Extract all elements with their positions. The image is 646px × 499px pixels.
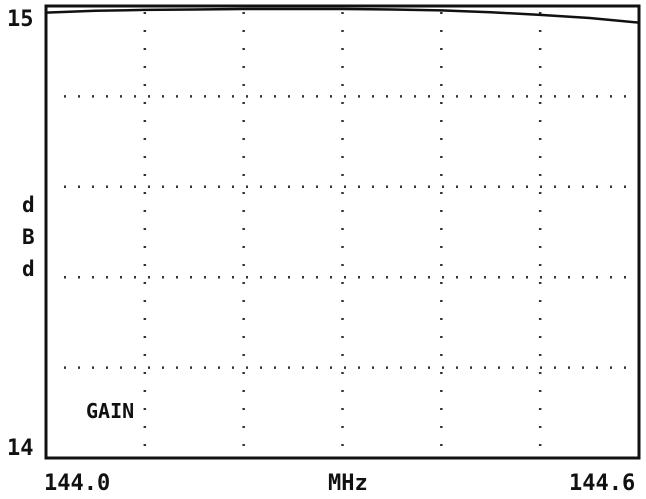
y-tick-label-bottom: 14 [7,436,34,461]
series-label-gain: GAIN [86,399,134,423]
plot-frame [44,4,641,460]
x-tick-label-left: 144.0 [44,471,110,496]
y-axis-label-char-2: B [22,225,35,249]
x-axis-label: MHz [328,471,368,496]
y-tick-label-top: 15 [7,7,34,32]
grid-lines [64,12,635,454]
x-tick-label-right: 144.6 [569,471,635,496]
y-axis-label-char-1: d [22,193,35,217]
gain-series-line [45,7,640,24]
y-axis-label-char-3: d [22,257,35,281]
